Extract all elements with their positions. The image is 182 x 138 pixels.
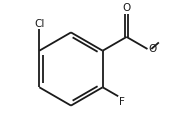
Text: F: F <box>119 97 125 107</box>
Text: Cl: Cl <box>34 19 45 29</box>
Text: O: O <box>122 3 131 14</box>
Text: O: O <box>148 44 156 54</box>
